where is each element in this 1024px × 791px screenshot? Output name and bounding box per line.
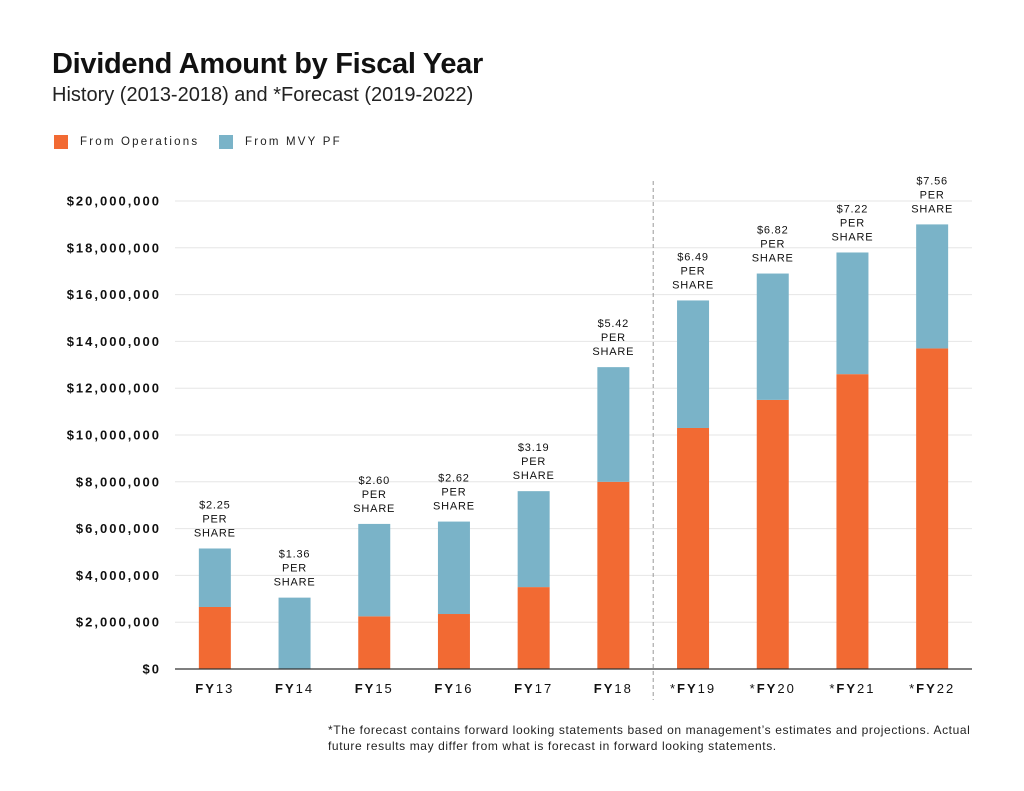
chart-subtitle: History (2013-2018) and *Forecast (2019-… [52,84,474,106]
per-share-label: $1.36 [279,549,311,561]
per-share-label: SHARE [433,501,475,513]
bar-segment-operations [358,616,391,669]
bar-segment-operations [836,374,869,669]
per-share-label: SHARE [592,346,634,358]
bar-segment-mvy [198,548,231,607]
bar-segment-operations [437,614,470,669]
per-share-label: SHARE [274,577,316,589]
x-tick-label: FY14 [275,681,314,696]
legend-item-mvy: From MVY PF [219,135,342,149]
bar-segment-operations [756,399,789,669]
per-share-label: PER [920,189,945,201]
y-tick-label: $6,000,000 [76,521,161,536]
bar-segment-operations [916,348,949,669]
x-tick-label: *FY22 [909,681,955,696]
bar-segment-mvy [756,273,789,400]
bar-segment-operations [517,587,550,669]
per-share-label: SHARE [672,279,714,291]
y-tick-label: $16,000,000 [67,287,161,302]
chart-title: Dividend Amount by Fiscal Year [52,48,483,80]
x-tick-label: *FY21 [829,681,875,696]
per-share-label: SHARE [752,253,794,265]
per-share-label: $6.82 [757,225,789,237]
y-tick-label: $14,000,000 [67,334,161,349]
per-share-label: $2.25 [199,499,231,511]
per-share-label: $2.62 [438,473,470,485]
per-share-label: $5.42 [598,318,630,330]
y-tick-label: $18,000,000 [67,240,161,255]
bar-segment-mvy [677,300,710,428]
x-tick-label: FY18 [594,681,633,696]
per-share-label: $2.60 [358,475,390,487]
per-share-label: SHARE [353,503,395,515]
x-tick-label: *FY20 [750,681,796,696]
x-tick-label: FY17 [514,681,553,696]
x-tick-label: FY16 [434,681,473,696]
per-share-label: $6.49 [677,251,709,263]
per-share-label: $3.19 [518,442,550,454]
y-tick-label: $2,000,000 [76,615,161,630]
per-share-label: PER [362,489,387,501]
bar-segment-operations [198,606,231,669]
bar-segment-mvy [358,523,391,617]
x-tick-label: FY13 [195,681,234,696]
bar-segment-mvy [836,252,869,375]
bar-segment-mvy [278,597,311,669]
y-tick-label: $20,000,000 [67,194,161,209]
per-share-label: PER [601,332,626,344]
forecast-footnote: *The forecast contains forward looking s… [328,723,971,753]
per-share-label: PER [441,487,466,499]
bar-segment-mvy [597,367,630,482]
per-share-label: PER [521,456,546,468]
y-tick-label: $8,000,000 [76,474,161,489]
bar-segment-mvy [517,491,550,588]
bar-segment-operations [677,427,710,669]
per-share-label: SHARE [194,527,236,539]
bar-segment-mvy [437,521,470,615]
x-tick-label: FY15 [355,681,394,696]
legend-swatch-mvy [219,135,233,149]
per-share-label: PER [840,217,865,229]
legend-swatch-operations [54,135,68,149]
bar-segment-operations [597,481,630,669]
per-share-label: SHARE [831,231,873,243]
y-tick-label: $4,000,000 [76,568,161,583]
y-tick-label: $12,000,000 [67,381,161,396]
per-share-label: $7.22 [837,203,869,215]
legend-label-mvy: From MVY PF [245,136,342,148]
per-share-label: PER [681,265,706,277]
x-tick-label: *FY19 [670,681,716,696]
per-share-label: PER [282,563,307,575]
bar-segment-mvy [916,224,949,349]
y-tick-label: $10,000,000 [67,428,161,443]
legend-label-operations: From Operations [80,136,200,148]
legend-item-operations: From Operations [54,135,199,149]
per-share-label: SHARE [513,470,555,482]
per-share-label: SHARE [911,203,953,215]
y-tick-label: $0 [143,662,161,677]
per-share-label: PER [760,239,785,251]
per-share-label: $7.56 [916,175,948,187]
per-share-label: PER [202,513,227,525]
